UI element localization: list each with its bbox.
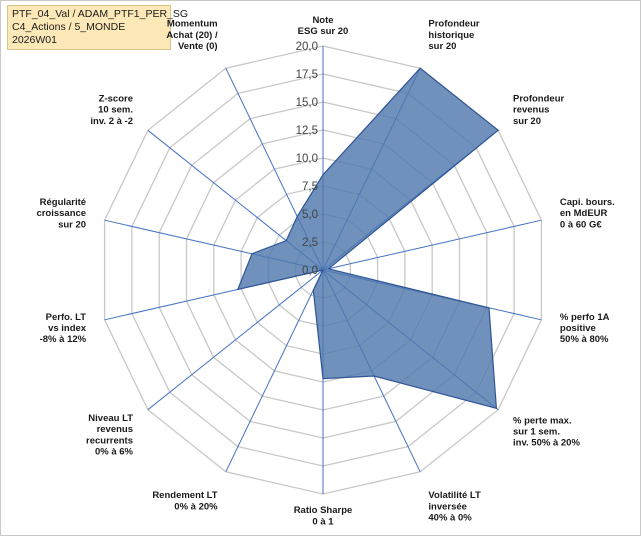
axis-label-line: 0 à 60 G€	[560, 219, 602, 230]
axis-label-line: Volatilité LT	[428, 490, 481, 501]
portfolio-info-box: PTF_04_Val / ADAM_PTF1_PER_SG C4_Actions…	[7, 5, 189, 50]
axis-label-line: Ratio Sharpe	[294, 505, 353, 516]
radar-series	[236, 67, 500, 410]
axis-label-line: Achat (20) /	[166, 30, 218, 41]
axis-label-line: Note	[312, 15, 333, 26]
axis-label-line: 10 sem.	[98, 105, 133, 116]
axis-label-line: Profondeur	[513, 94, 564, 105]
tick-label-8: 20,0	[296, 41, 318, 53]
tick-label-2: 5,0	[302, 209, 318, 221]
axis-label-line: 0% à 20%	[174, 501, 218, 512]
axis-label-line: Niveau LT	[88, 413, 133, 424]
axis-label-line: inv. 2 à -2	[90, 116, 133, 127]
tick-label-4: 10,0	[296, 153, 318, 165]
axis-label-line: -8% à 12%	[40, 334, 87, 345]
axis-label-line: Z-score	[99, 94, 133, 105]
axis-label-line: inversée	[428, 501, 467, 512]
axis-label-line: croissance	[36, 208, 86, 219]
axis-label-line: revenus	[97, 424, 133, 435]
tick-label-5: 12,5	[296, 125, 318, 137]
tick-label-6: 15,0	[296, 97, 318, 109]
axis-label-line: ESG sur 20	[298, 26, 349, 37]
axis-label-8: Rendement LT0% à 20%	[152, 490, 218, 512]
tick-label-0: 0,0	[302, 265, 318, 277]
info-line-week: 2026W01	[12, 34, 57, 46]
axis-label-line: % perfo 1A	[560, 312, 610, 323]
axis-label-line: 0% à 6%	[95, 447, 134, 458]
axis-label-line: Perfo. LT	[46, 312, 87, 323]
axis-label-line: 40% à 0%	[428, 513, 472, 524]
tick-label-7: 17,5	[296, 69, 318, 81]
axis-label-line: recurrents	[86, 435, 133, 446]
tick-label-3: 7,5	[302, 181, 318, 193]
axis-label-line: positive	[560, 323, 596, 334]
axis-label-line: revenus	[513, 105, 549, 116]
axis-label-line: 0 à 1	[312, 516, 334, 527]
axis-label-line: Rendement LT	[152, 490, 217, 501]
axis-line-3	[322, 219, 542, 271]
axis-label-line: 50% à 80%	[560, 334, 609, 345]
axis-label-line: historique	[428, 30, 474, 41]
info-line-portfolio: PTF_04_Val / ADAM_PTF1_PER_SG	[12, 8, 189, 20]
tick-label-1: 2,5	[302, 237, 318, 249]
axis-label-line: sur 1 sem.	[513, 427, 560, 438]
axis-label-line: Vente (0)	[178, 41, 218, 52]
axis-label-line: Momentum	[167, 19, 218, 30]
radar-tick-labels: 0,0 2,5 5,0 7,5 10,0 12,5 15,0 17,5 20,0	[296, 41, 318, 277]
axis-label-line: vs index	[48, 323, 87, 334]
axis-label-line: sur 20	[513, 116, 541, 127]
axis-label-line: Capi. bours.	[560, 197, 615, 208]
axis-line-9	[147, 269, 324, 411]
info-line-category: C4_Actions / 5_MONDE	[12, 21, 126, 33]
axis-label-line: Régularité	[40, 197, 86, 208]
axis-label-5: % perte max.sur 1 sem.inv. 50% à 20%	[513, 415, 580, 448]
axis-label-line: en MdEUR	[560, 208, 608, 219]
axis-label-line: sur 20	[428, 41, 456, 52]
axis-label-line: Profondeur	[428, 19, 479, 30]
axis-line-8	[225, 269, 324, 473]
axis-label-line: inv. 50% à 20%	[513, 438, 580, 449]
axis-label-line: sur 20	[58, 219, 86, 230]
axis-label-line: % perte max.	[513, 415, 572, 426]
